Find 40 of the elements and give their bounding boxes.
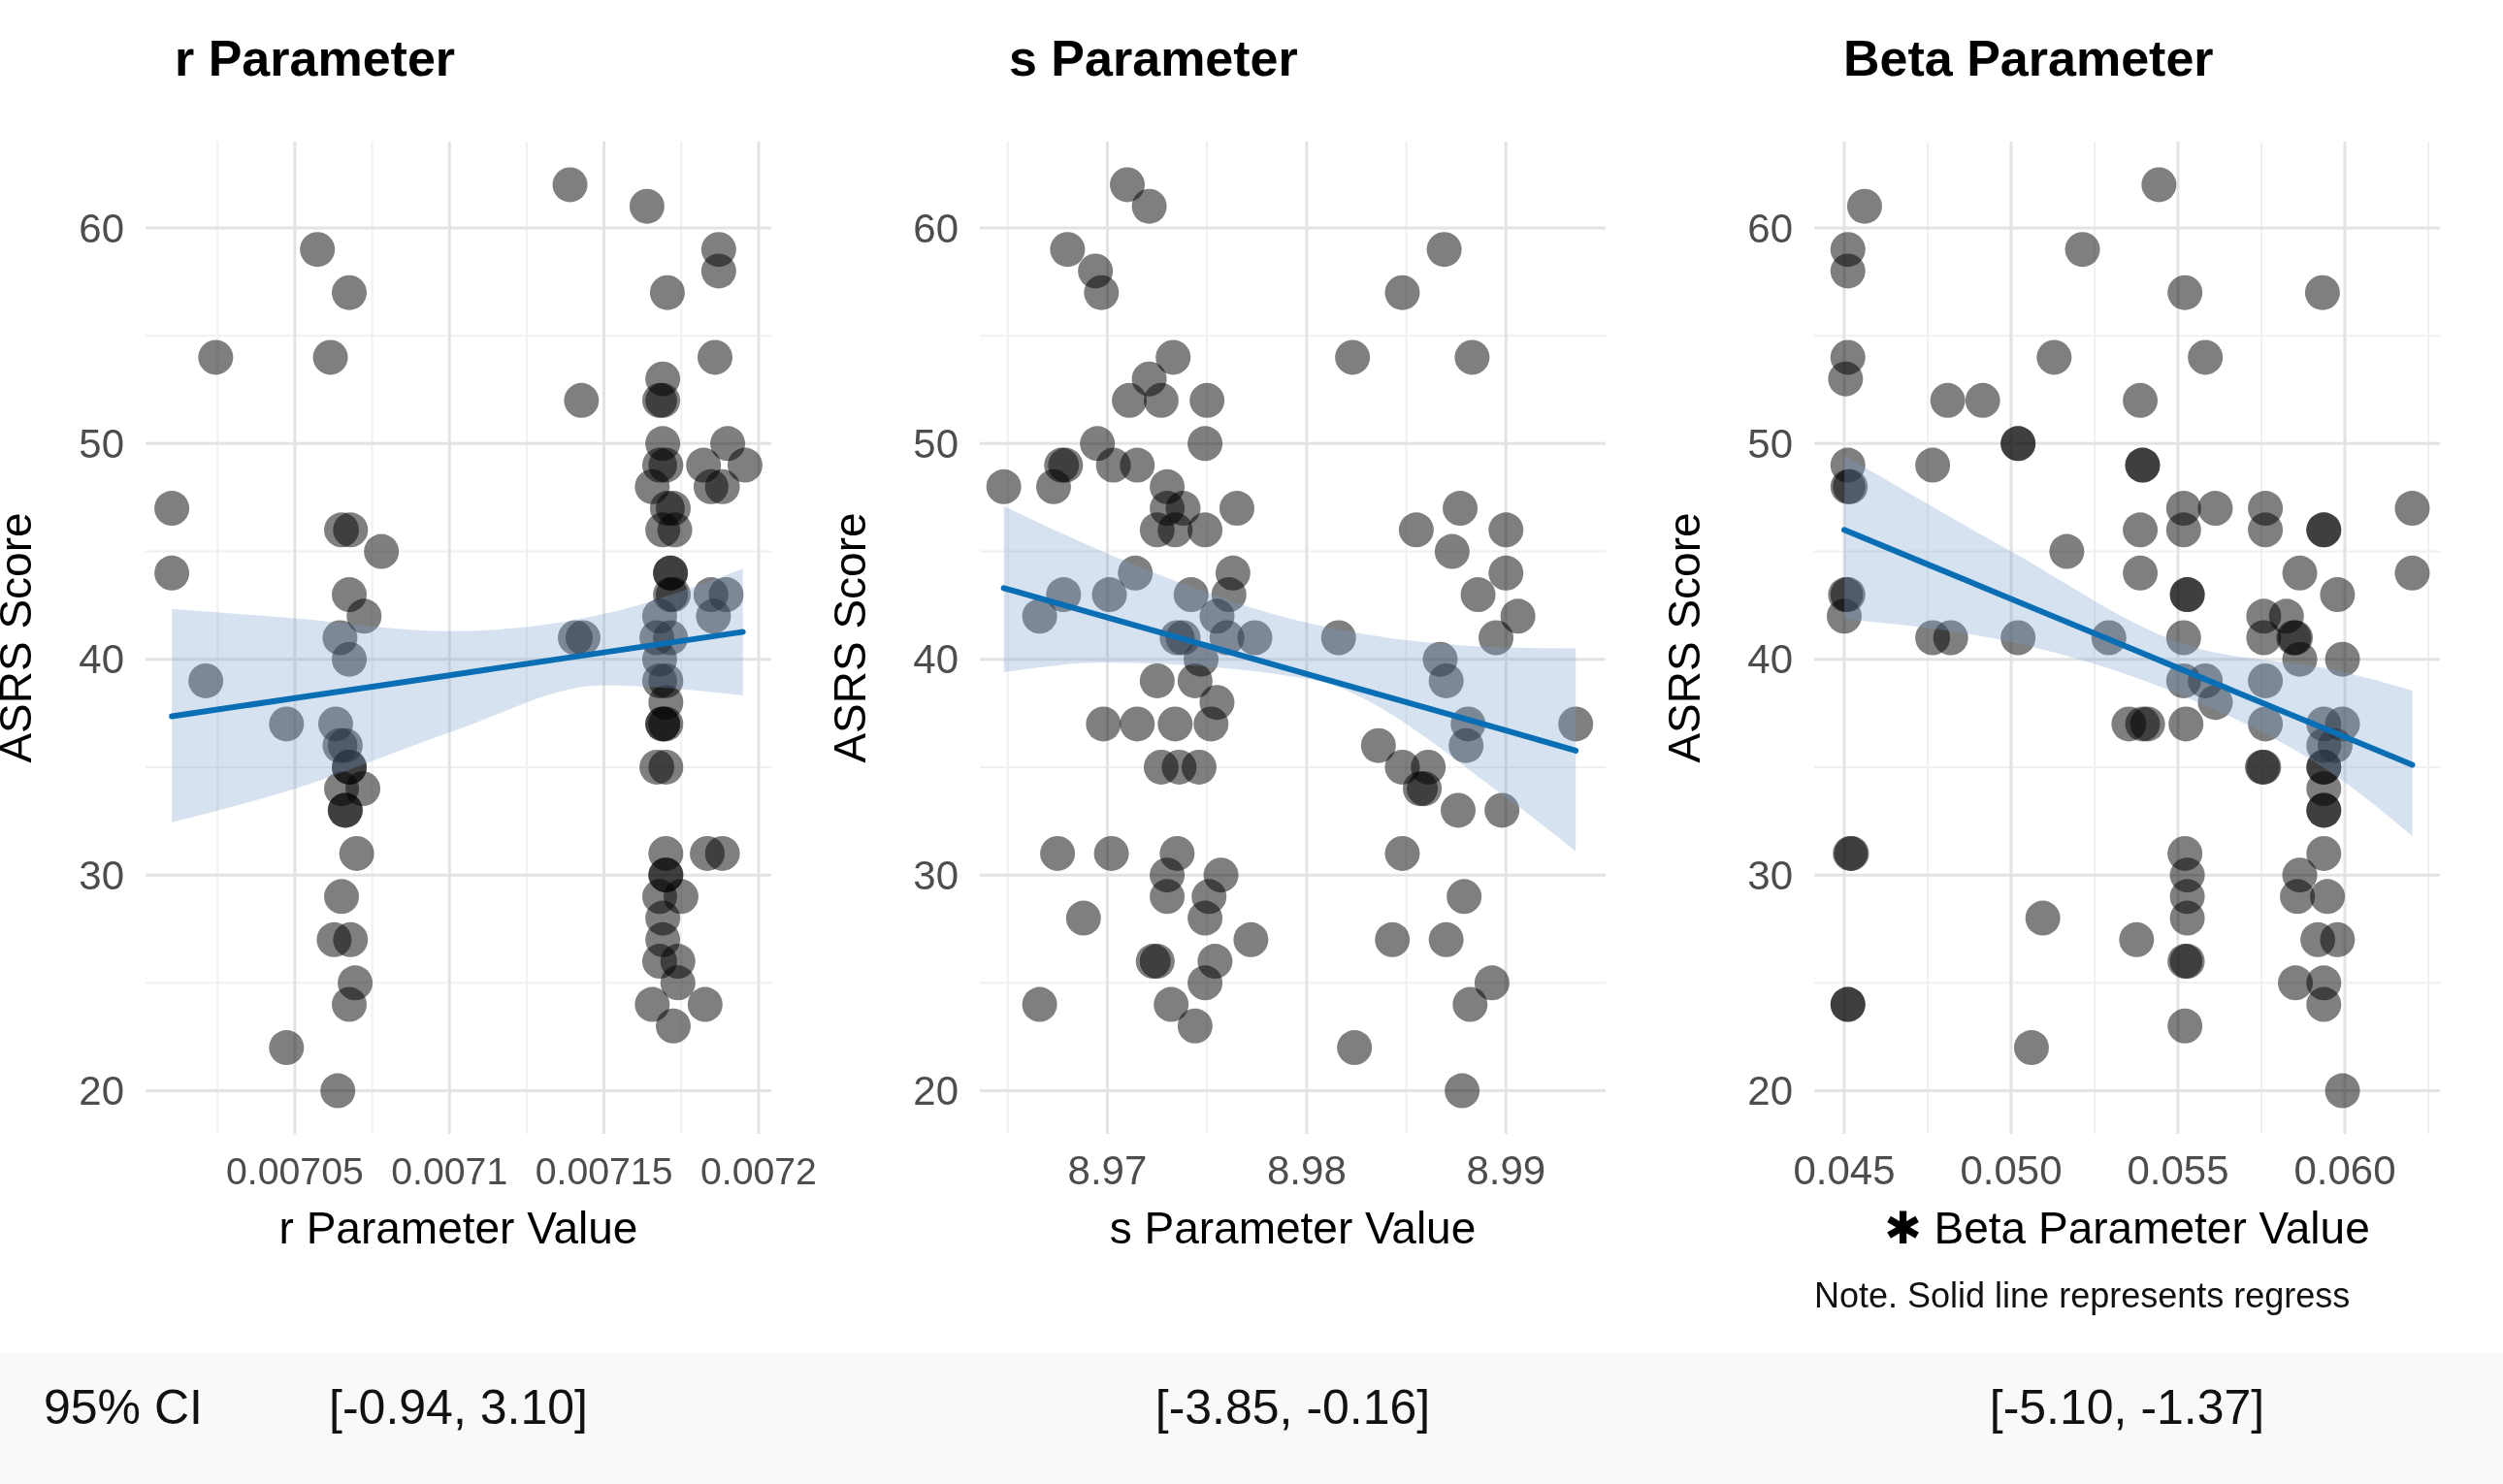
- x-tick-label: 0.050: [1960, 1147, 2063, 1193]
- y-axis-title: ASRS Score: [0, 512, 41, 763]
- chart-title: Beta Parameter: [1843, 30, 2214, 86]
- y-axis-title: ASRS Score: [1659, 512, 1709, 763]
- y-tick-label: 50: [79, 421, 124, 468]
- text: [-0.94, 3.10]: [329, 1380, 588, 1435]
- y-tick-label: 60: [1747, 205, 1793, 251]
- chart-title: s Parameter: [1009, 30, 1298, 86]
- x-tick-label: 8.97: [1067, 1147, 1148, 1193]
- y-tick-label: 40: [1747, 636, 1793, 683]
- y-tick-label: 20: [913, 1068, 959, 1114]
- x-tick-label: 8.98: [1267, 1147, 1347, 1193]
- text: [-5.10, -1.37]: [1989, 1380, 2265, 1435]
- y-tick-label: 50: [1747, 421, 1793, 468]
- y-tick-label: 30: [913, 852, 959, 898]
- y-tick-label: 40: [913, 636, 959, 683]
- x-tick-label: 0.055: [2127, 1147, 2229, 1193]
- y-tick-label: 20: [79, 1068, 124, 1114]
- text: 95% CI: [44, 1380, 203, 1435]
- y-tick-label: 30: [1747, 852, 1793, 898]
- x-tick-label: 0.00705: [226, 1149, 364, 1192]
- x-tick-label: 0.00715: [535, 1149, 673, 1192]
- text: Note. Solid line represents regress: [1814, 1275, 2351, 1315]
- x-tick-label: 0.045: [1793, 1147, 1896, 1193]
- y-tick-label: 60: [79, 205, 124, 251]
- y-tick-label: 40: [79, 636, 124, 683]
- y-tick-label: 60: [913, 205, 959, 251]
- x-tick-label: 8.99: [1466, 1147, 1546, 1193]
- x-axis-title: s Parameter Value: [1109, 1203, 1477, 1253]
- x-axis-title: r Parameter Value: [278, 1203, 638, 1253]
- x-tick-label: 0.0071: [391, 1149, 508, 1192]
- text: [-3.85, -0.16]: [1154, 1380, 1431, 1435]
- chart-title: r Parameter: [175, 30, 456, 86]
- y-tick-label: 20: [1747, 1068, 1793, 1114]
- x-tick-label: 0.0072: [699, 1149, 817, 1192]
- y-axis-title: ASRS Score: [825, 512, 875, 763]
- x-tick-label: 0.060: [2293, 1147, 2396, 1193]
- y-tick-label: 50: [913, 421, 959, 468]
- y-tick-label: 30: [79, 852, 124, 898]
- x-axis-title: ✱ Beta Parameter Value: [1884, 1203, 2370, 1253]
